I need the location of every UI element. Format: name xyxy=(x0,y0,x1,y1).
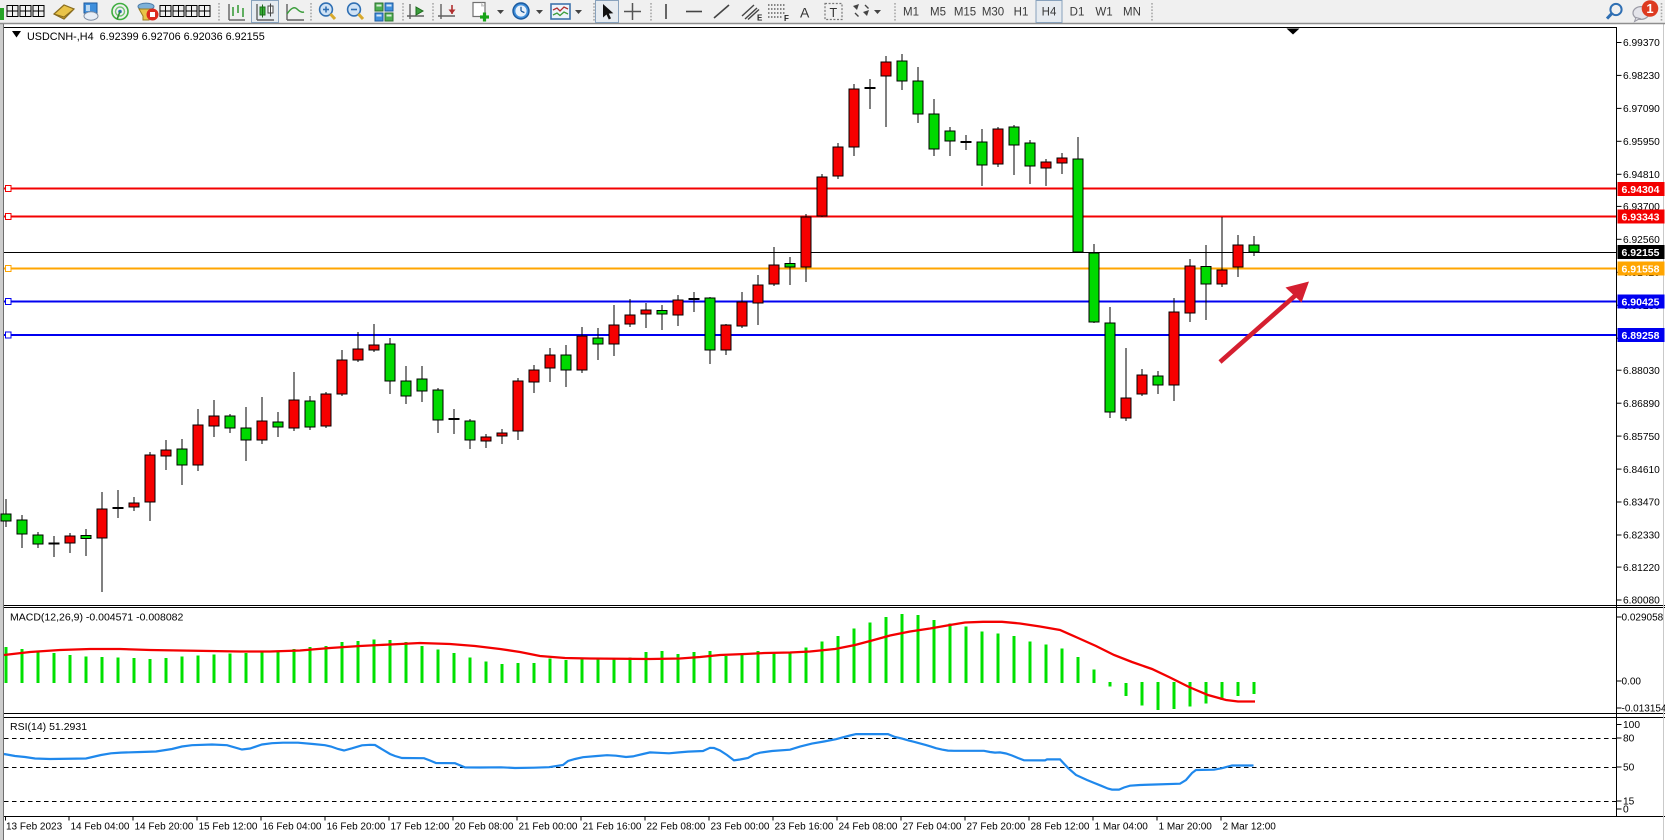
svg-text:27 Feb 20:00: 27 Feb 20:00 xyxy=(967,822,1026,833)
svg-text:0.00: 0.00 xyxy=(1622,677,1642,688)
svg-text:6.93700: 6.93700 xyxy=(1623,202,1660,213)
svg-text:17 Feb 12:00: 17 Feb 12:00 xyxy=(391,822,450,833)
svg-text:MACD(12,26,9) -0.004571 -0.008: MACD(12,26,9) -0.004571 -0.008082 xyxy=(10,612,184,624)
svg-text:1 Mar 04:00: 1 Mar 04:00 xyxy=(1095,822,1149,833)
svg-text:6.86890: 6.86890 xyxy=(1623,399,1660,410)
svg-text:6.84610: 6.84610 xyxy=(1623,465,1660,476)
svg-text:16 Feb 20:00: 16 Feb 20:00 xyxy=(327,822,386,833)
svg-text:6.97090: 6.97090 xyxy=(1623,104,1660,115)
svg-text:H4: H4 xyxy=(1042,7,1057,19)
svg-text:6.90425: 6.90425 xyxy=(1622,297,1660,309)
svg-text:T: T xyxy=(830,6,838,20)
svg-text:6.99370: 6.99370 xyxy=(1623,38,1660,49)
svg-text:27 Feb 04:00: 27 Feb 04:00 xyxy=(903,822,962,833)
svg-text:6.94304: 6.94304 xyxy=(1622,184,1660,196)
svg-text:24 Feb 08:00: 24 Feb 08:00 xyxy=(839,822,898,833)
svg-text:21 Feb 00:00: 21 Feb 00:00 xyxy=(519,822,578,833)
svg-text:H1: H1 xyxy=(1014,7,1029,19)
svg-text:1: 1 xyxy=(1646,1,1653,16)
svg-text:M30: M30 xyxy=(982,7,1004,19)
svg-text:M1: M1 xyxy=(903,7,919,19)
svg-text:0.029058: 0.029058 xyxy=(1622,613,1664,624)
svg-text:6.82330: 6.82330 xyxy=(1623,531,1660,542)
svg-text:0: 0 xyxy=(1623,805,1629,816)
svg-text:1 Mar 20:00: 1 Mar 20:00 xyxy=(1159,822,1213,833)
svg-text:6.92155: 6.92155 xyxy=(1622,247,1660,259)
svg-text:6.95950: 6.95950 xyxy=(1623,137,1660,148)
svg-text:15 Feb 12:00: 15 Feb 12:00 xyxy=(199,822,258,833)
svg-text:6.89258: 6.89258 xyxy=(1622,330,1660,342)
svg-text:100: 100 xyxy=(1623,720,1640,731)
svg-text:A: A xyxy=(800,5,810,21)
svg-text:20 Feb 08:00: 20 Feb 08:00 xyxy=(455,822,514,833)
svg-text:6.93343: 6.93343 xyxy=(1622,212,1660,224)
svg-text:6.94810: 6.94810 xyxy=(1623,170,1660,181)
svg-text:28 Feb 12:00: 28 Feb 12:00 xyxy=(1031,822,1090,833)
svg-text:F: F xyxy=(784,14,789,23)
svg-text:23 Feb 00:00: 23 Feb 00:00 xyxy=(711,822,770,833)
svg-text:6.83470: 6.83470 xyxy=(1623,498,1660,509)
svg-text:50: 50 xyxy=(1623,763,1635,774)
svg-text:80: 80 xyxy=(1623,734,1635,745)
svg-text:16 Feb 04:00: 16 Feb 04:00 xyxy=(263,822,322,833)
svg-text:21 Feb 16:00: 21 Feb 16:00 xyxy=(583,822,642,833)
svg-text:6.80080: 6.80080 xyxy=(1623,596,1660,607)
svg-text:-0.013154: -0.013154 xyxy=(1622,704,1665,715)
svg-text:2 Mar 12:00: 2 Mar 12:00 xyxy=(1223,822,1277,833)
svg-text:6.88030: 6.88030 xyxy=(1623,366,1660,377)
svg-text:6.91558: 6.91558 xyxy=(1622,264,1660,276)
svg-text:22 Feb 08:00: 22 Feb 08:00 xyxy=(647,822,706,833)
svg-text:6.92560: 6.92560 xyxy=(1623,235,1660,246)
svg-text:6.98230: 6.98230 xyxy=(1623,71,1660,82)
svg-text:M15: M15 xyxy=(954,7,976,19)
svg-text:6.81220: 6.81220 xyxy=(1623,563,1660,574)
svg-text:M5: M5 xyxy=(930,7,946,19)
svg-text:MN: MN xyxy=(1123,7,1141,19)
svg-text:6.85750: 6.85750 xyxy=(1623,432,1660,443)
svg-text:13 Feb 2023: 13 Feb 2023 xyxy=(6,822,63,833)
svg-text:15: 15 xyxy=(1623,797,1635,808)
svg-text:D1: D1 xyxy=(1070,7,1085,19)
svg-text:E: E xyxy=(757,14,763,23)
svg-text:14 Feb 04:00: 14 Feb 04:00 xyxy=(71,822,130,833)
svg-text:23 Feb 16:00: 23 Feb 16:00 xyxy=(775,822,834,833)
svg-text:W1: W1 xyxy=(1095,7,1112,19)
svg-text:14 Feb 20:00: 14 Feb 20:00 xyxy=(135,822,194,833)
svg-text:RSI(14) 51.2931: RSI(14) 51.2931 xyxy=(10,721,87,733)
svg-text:USDCNH-,H4 6.92399 6.92706 6.: USDCNH-,H4 6.92399 6.92706 6.92036 6.921… xyxy=(27,31,265,43)
